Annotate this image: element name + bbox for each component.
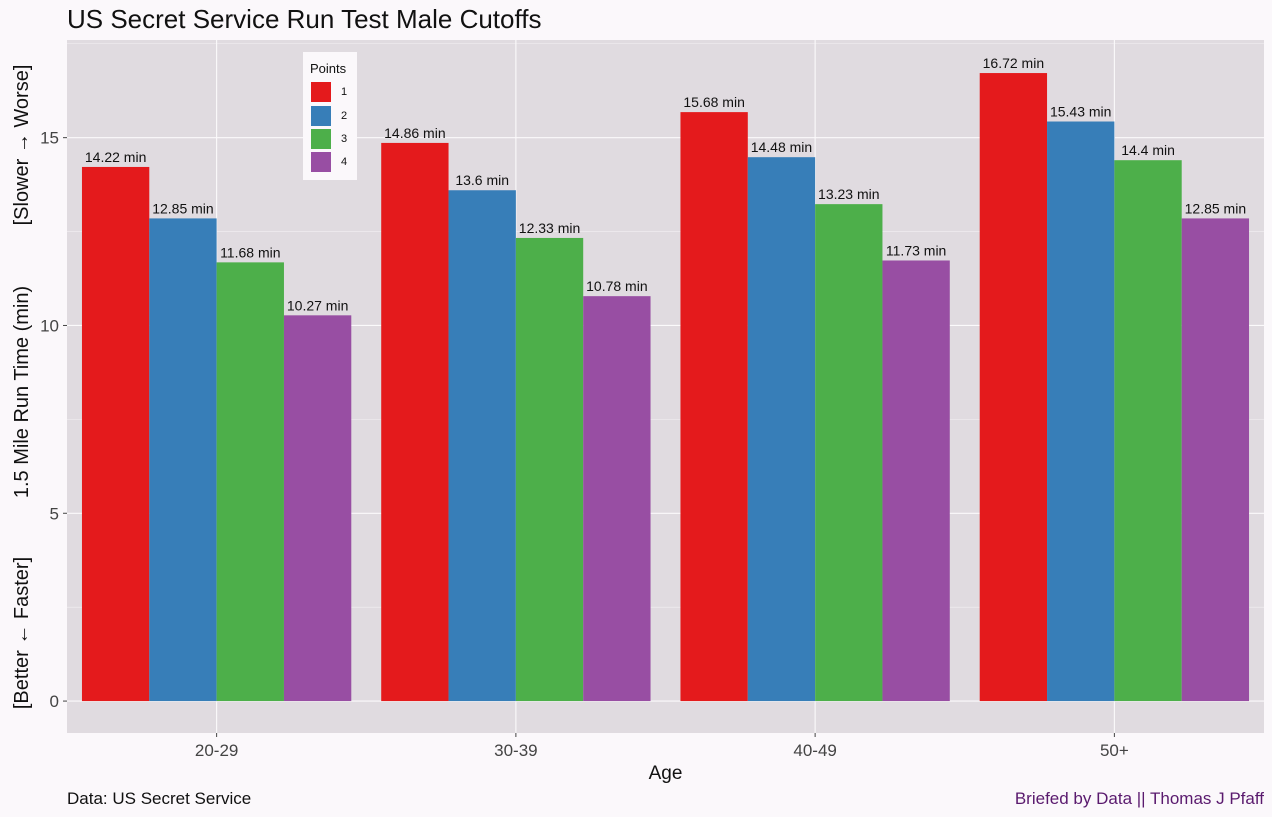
data-label: 13.23 min [818,186,879,202]
data-label: 12.85 min [152,200,213,216]
bar-series-4-30-39 [583,296,651,702]
legend-swatch-2 [311,106,331,126]
legend-item-3: 3 [311,129,355,149]
x-axis-title: Age [649,763,683,784]
data-label: 14.22 min [85,149,146,165]
data-label: 10.78 min [586,278,647,294]
bar-series-3-20-29 [216,262,284,702]
y-tick-label: 15 [40,129,59,148]
legend-label-4: 4 [341,156,348,168]
legend-label-1: 1 [341,86,348,98]
data-label: 14.48 min [751,139,812,155]
y-tick-label: 0 [50,692,59,711]
bar-series-1-30-39 [381,142,449,702]
bar-series-3-30-39 [515,237,584,702]
y-axis-title-top: [Slower → Worse] [11,65,33,226]
bar-series-4-40-49 [882,260,950,702]
data-label: 15.43 min [1050,104,1111,120]
data-label: 16.72 min [983,55,1044,71]
chart-title: US Secret Service Run Test Male Cutoffs [67,4,542,34]
legend-label-2: 2 [341,110,348,122]
legend: Points 1 2 3 4 [303,52,357,180]
x-tick-label: 50+ [1100,741,1129,760]
bar-series-2-30-39 [448,190,516,702]
bar-series-4-20-29 [283,315,352,702]
bar-series-3-40-49 [815,204,883,702]
legend-swatch-3 [311,129,331,149]
legend-label-3: 3 [341,133,348,145]
bar-series-3-50+ [1114,160,1182,702]
bar-series-1-40-49 [680,112,748,702]
data-label: 14.86 min [384,125,445,141]
y-tick-label: 5 [50,504,59,523]
x-tick-label: 30-39 [494,741,537,760]
data-label: 12.33 min [519,220,580,236]
legend-swatch-1 [311,82,331,102]
y-axis-title: 1.5 Mile Run Time (min) [11,286,33,498]
legend-title: Points [310,61,347,76]
data-label: 15.68 min [683,94,744,110]
y-axis-title-bottom: [Better ← Faster] [11,557,33,709]
x-tick-label: 20-29 [195,741,238,760]
data-label: 10.27 min [287,297,348,313]
x-tick-label: 40-49 [793,741,836,760]
data-label: 11.68 min [220,244,280,260]
data-label: 12.85 min [1185,200,1246,216]
legend-item-4: 4 [311,152,355,172]
bar-series-4-50+ [1181,218,1250,702]
bar-series-1-50+ [979,73,1048,702]
legend-swatch-4 [311,152,331,172]
data-label: 11.73 min [886,242,946,258]
bar-series-2-20-29 [149,218,217,702]
bar-series-2-40-49 [747,157,816,702]
legend-item-2: 2 [311,106,355,126]
data-label: 13.6 min [455,172,509,188]
bar-series-1-20-29 [81,166,150,702]
bar-series-2-50+ [1047,121,1115,702]
legend-item-1: 1 [311,82,355,102]
data-label: 14.4 min [1121,142,1175,158]
y-tick-label: 10 [40,316,59,335]
data-source-caption: Data: US Secret Service [67,789,252,808]
author-credit: Briefed by Data || Thomas J Pfaff [1014,789,1264,808]
